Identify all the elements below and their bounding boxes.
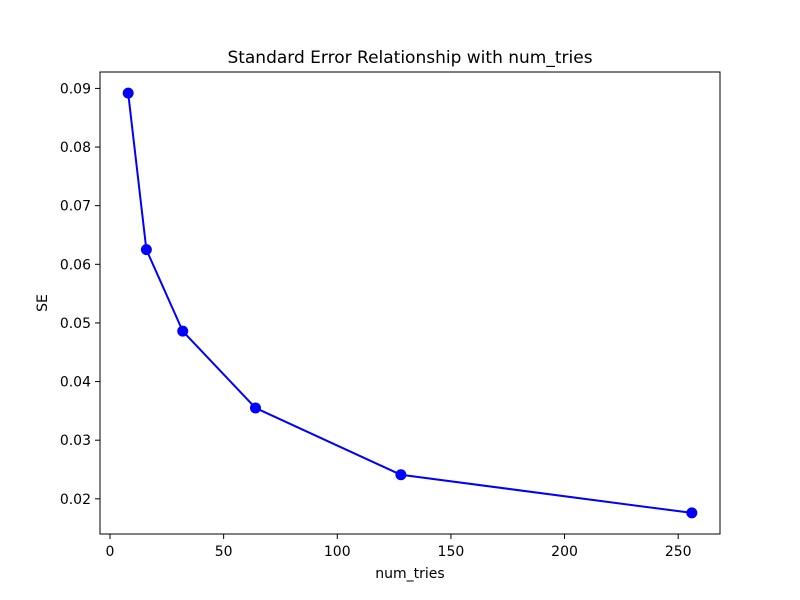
- data-point: [122, 87, 134, 99]
- y-axis-ticks: 0.02 0.03 0.04 0.05 0.06 0.07 0.08 0.09: [60, 81, 100, 508]
- y-tick-label: 0.02: [60, 492, 91, 508]
- y-tick-label: 0.09: [60, 81, 91, 97]
- y-tick-label: 0.03: [60, 433, 91, 449]
- series-group: [122, 87, 698, 519]
- chart-title: Standard Error Relationship with num_tri…: [227, 48, 592, 68]
- x-axis-label: num_tries: [375, 566, 444, 582]
- x-tick-label: 100: [324, 544, 351, 560]
- y-tick-label: 0.05: [60, 316, 91, 332]
- y-tick-label: 0.04: [60, 375, 91, 391]
- y-tick-label: 0.07: [60, 199, 91, 215]
- y-tick-label: 0.06: [60, 257, 91, 273]
- x-tick-label: 0: [106, 544, 115, 560]
- x-axis-ticks: 0 50 100 150 200 250: [106, 534, 692, 560]
- data-point: [177, 325, 189, 337]
- series-line: [127, 92, 693, 514]
- data-point: [140, 244, 152, 256]
- plot-area-border: [99, 71, 721, 535]
- data-point: [395, 469, 407, 481]
- x-tick-label: 200: [551, 544, 578, 560]
- x-tick-label: 150: [438, 544, 465, 560]
- data-point: [686, 507, 698, 519]
- x-tick-label: 50: [215, 544, 233, 560]
- y-tick-label: 0.08: [60, 140, 91, 156]
- data-point: [249, 402, 261, 414]
- y-axis-label: SE: [35, 294, 51, 312]
- x-tick-label: 250: [665, 544, 692, 560]
